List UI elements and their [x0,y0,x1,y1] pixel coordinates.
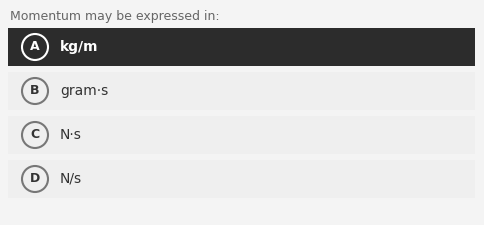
Circle shape [22,34,48,60]
Text: gram·s: gram·s [60,84,108,98]
Bar [8,28,474,66]
Text: N·s: N·s [60,128,82,142]
Circle shape [22,166,48,192]
Text: B: B [30,85,40,97]
Text: A: A [30,40,40,54]
Bar [8,116,474,154]
Text: C: C [30,128,40,142]
Text: kg/m: kg/m [60,40,98,54]
Circle shape [22,122,48,148]
Text: D: D [30,173,40,185]
Circle shape [22,78,48,104]
Bar [8,72,474,110]
Text: Momentum may be expressed in:: Momentum may be expressed in: [10,10,219,23]
Text: N/s: N/s [60,172,82,186]
Bar [8,160,474,198]
